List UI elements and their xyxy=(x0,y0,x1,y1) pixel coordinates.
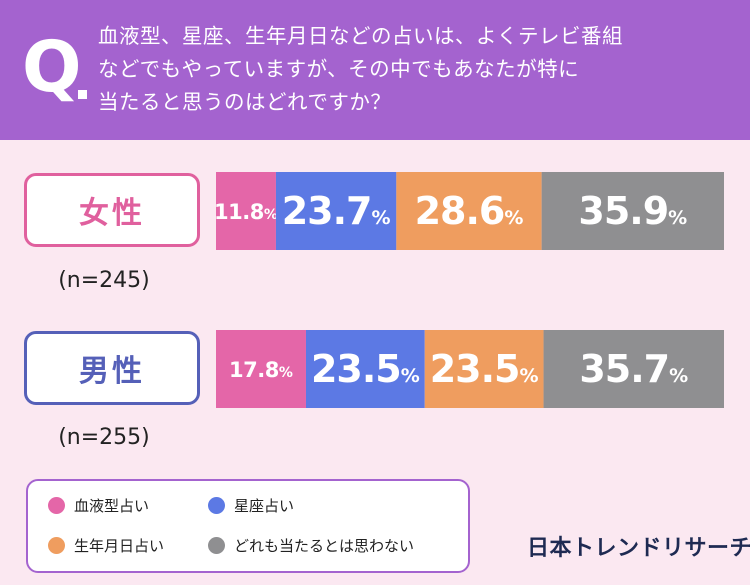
question-prefix: Q xyxy=(22,26,82,108)
legend-swatch xyxy=(48,497,65,514)
sample-size-female: (n=245) xyxy=(58,268,150,293)
bar-segment xyxy=(541,172,724,250)
bar-segment xyxy=(216,330,306,408)
legend-swatch xyxy=(48,537,65,554)
sample-size-male: (n=255) xyxy=(58,425,150,450)
legend: 血液型占い 星座占い 生年月日占い どれも当たるとは思わない xyxy=(26,479,470,573)
bar-segment xyxy=(543,330,724,408)
legend-swatch xyxy=(208,537,225,554)
question-dot xyxy=(78,90,87,99)
legend-item: 星座占い xyxy=(208,495,294,516)
data-label: 23.7% xyxy=(282,189,391,233)
legend-label: どれも当たるとは思わない xyxy=(234,537,415,555)
bar-segment xyxy=(216,172,276,250)
category-label-female: 女性 xyxy=(24,173,200,247)
question-header: Q 血液型、星座、生年月日などの占いは、よくテレビ番組 などでもやっていますが、… xyxy=(0,0,750,140)
legend-label: 生年月日占い xyxy=(74,537,165,555)
legend-swatch xyxy=(208,497,225,514)
legend-label: 血液型占い xyxy=(74,497,150,515)
legend-item: 血液型占い xyxy=(48,495,149,516)
legend-label: 星座占い xyxy=(234,497,295,515)
question-text: 血液型、星座、生年月日などの占いは、よくテレビ番組 などでもやっていますが、その… xyxy=(98,20,738,119)
brand-logo: 日本トレンドリサーチ xyxy=(527,536,750,561)
bar-segment xyxy=(305,330,425,408)
category-label-male: 男性 xyxy=(24,331,200,405)
bar-segment xyxy=(424,330,544,408)
legend-item: 生年月日占い xyxy=(48,535,164,556)
bar-segment xyxy=(275,172,397,250)
stacked-bar-chart: 11.8% 23.7% 28.6% 35.9%17.8% 23.5% 23.5% 35.7% xyxy=(214,172,724,408)
question-line: 血液型、星座、生年月日などの占いは、よくテレビ番組 xyxy=(98,24,623,48)
question-line: 当たると思うのはどれですか？ xyxy=(98,90,392,114)
question-line: などでもやっていますが、その中でもあなたが特に xyxy=(98,57,580,81)
bar-segment xyxy=(396,172,542,250)
legend-item: どれも当たるとは思わない xyxy=(208,535,414,556)
